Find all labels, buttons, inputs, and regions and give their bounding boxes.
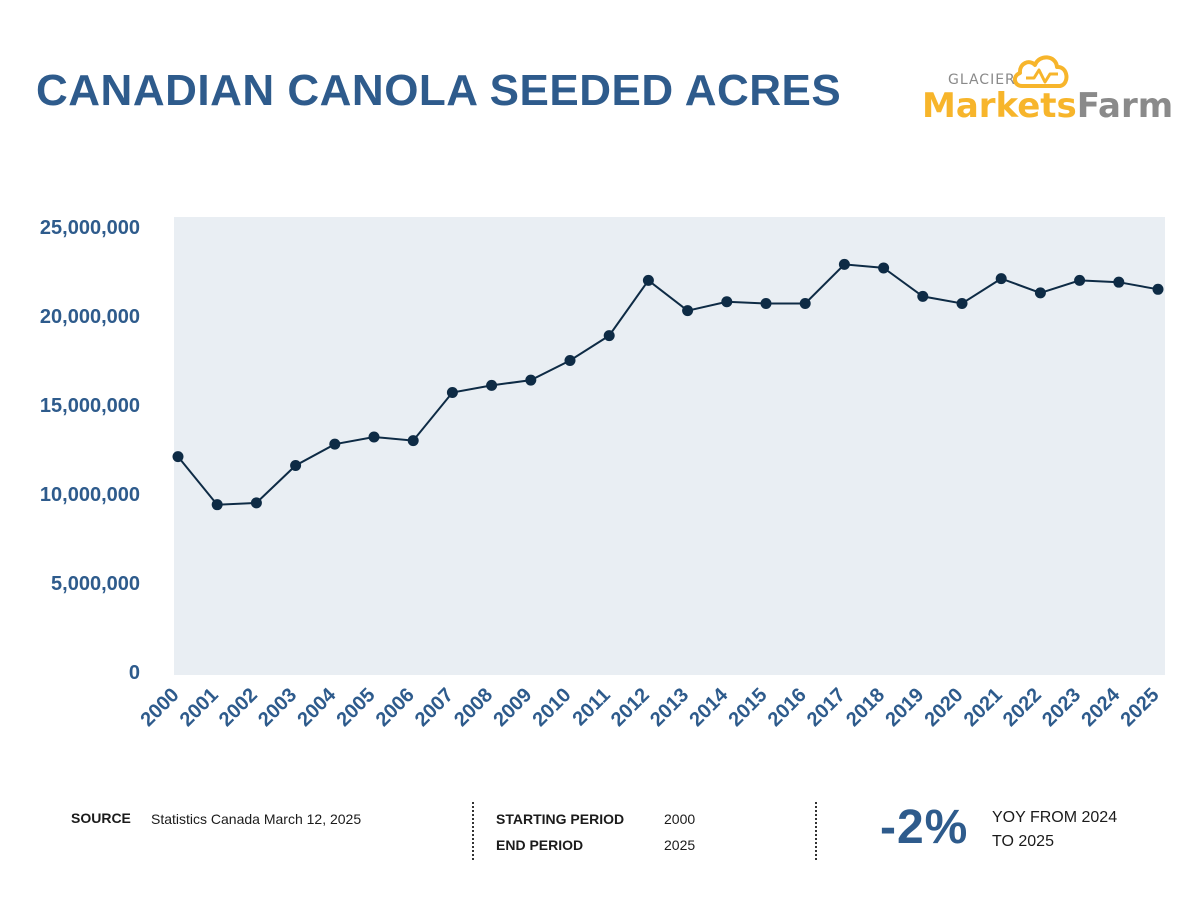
end-period-label: END PERIOD xyxy=(496,837,584,853)
data-point xyxy=(329,438,341,450)
data-point xyxy=(250,497,262,509)
y-tick-label: 15,000,000 xyxy=(40,395,140,417)
data-point xyxy=(368,431,380,443)
chart-title: CANADIAN CANOLA SEEDED ACRES xyxy=(36,66,842,115)
x-tick-label: 2017 xyxy=(803,684,850,731)
start-period-label: STARTING PERIOD xyxy=(496,811,625,827)
x-tick-label: 2001 xyxy=(176,684,223,731)
data-point xyxy=(995,273,1007,285)
data-point xyxy=(486,379,498,391)
x-tick-label: 2015 xyxy=(725,684,772,731)
x-tick-label: 2016 xyxy=(764,684,811,731)
x-tick-label: 2014 xyxy=(685,683,733,731)
logo-wordmark: MarketsFarm xyxy=(922,86,1173,126)
x-tick-label: 2008 xyxy=(450,684,497,731)
y-tick-label: 20,000,000 xyxy=(40,306,140,328)
data-point xyxy=(211,499,223,511)
data-point xyxy=(838,258,850,270)
yoy-description: YOY FROM 2024 TO 2025 xyxy=(992,809,1118,850)
y-tick-label: 5,000,000 xyxy=(51,573,140,595)
data-point xyxy=(721,296,733,308)
data-point xyxy=(1034,287,1046,299)
x-tick-label: 2019 xyxy=(881,684,928,731)
line-chart: 0 5,000,000 10,000,000 15,000,000 20,000,000… xyxy=(40,217,1165,731)
divider-2 xyxy=(815,802,817,860)
data-point xyxy=(682,305,694,317)
x-tick-label: 2022 xyxy=(999,684,1046,731)
divider-1 xyxy=(472,802,474,860)
x-tick-label: 2011 xyxy=(568,684,614,730)
logo-markets-text: Markets xyxy=(922,86,1077,126)
x-tick-label: 2012 xyxy=(607,684,654,731)
data-point xyxy=(878,262,890,274)
data-point xyxy=(525,374,537,386)
data-point xyxy=(956,298,968,310)
data-point xyxy=(1074,274,1086,286)
x-tick-label: 2009 xyxy=(489,684,536,731)
y-axis: 0 5,000,000 10,000,000 15,000,000 20,000,000… xyxy=(40,217,140,684)
x-tick-label: 2013 xyxy=(646,684,693,731)
x-tick-label: 2006 xyxy=(372,684,419,731)
series-line xyxy=(177,263,1159,506)
logo-farm-text: Farm xyxy=(1076,86,1174,126)
data-point xyxy=(917,290,929,302)
x-tick-label: 2007 xyxy=(411,684,458,731)
x-tick-label: 2005 xyxy=(333,684,380,731)
start-period-value: 2000 xyxy=(664,811,696,827)
end-period-value: 2025 xyxy=(664,837,696,853)
x-tick-label: 2004 xyxy=(293,683,341,731)
x-tick-label: 2021 xyxy=(960,684,1007,731)
logo-glacier-text: GLACIER xyxy=(948,72,1016,88)
y-tick-label: 25,000,000 xyxy=(40,217,140,239)
x-tick-label: 2000 xyxy=(137,684,184,731)
x-tick-label: 2020 xyxy=(921,684,968,731)
data-point xyxy=(407,435,419,447)
cloud-chart-icon xyxy=(1013,55,1069,88)
x-tick-label: 2023 xyxy=(1038,684,1085,731)
data-point xyxy=(642,274,654,286)
data-point xyxy=(1152,283,1164,295)
y-tick-label: 0 xyxy=(129,662,140,684)
plot-area xyxy=(174,217,1165,675)
logo: GLACIER MarketsFarm xyxy=(922,50,1173,130)
y-tick-label: 10,000,000 xyxy=(40,484,140,506)
footer: SOURCE Statistics Canada March 12, 2025 … xyxy=(0,800,1200,870)
x-tick-label: 2010 xyxy=(529,684,576,731)
x-tick-label: 2024 xyxy=(1077,683,1125,731)
data-point xyxy=(172,451,184,463)
source-label: SOURCE xyxy=(71,810,131,826)
x-axis: 2000200120022003200420052006200720082009… xyxy=(137,683,1164,731)
source-value: Statistics Canada March 12, 2025 xyxy=(151,811,362,827)
data-point xyxy=(1113,276,1125,288)
data-points xyxy=(172,258,1164,511)
data-point xyxy=(760,298,772,310)
yoy-percent: -2% xyxy=(880,801,969,854)
x-tick-label: 2018 xyxy=(842,684,889,731)
data-point xyxy=(446,387,458,399)
x-tick-label: 2025 xyxy=(1117,684,1164,731)
data-point xyxy=(564,355,576,366)
data-point xyxy=(799,298,811,310)
x-tick-label: 2003 xyxy=(254,684,301,731)
data-point xyxy=(603,330,615,342)
data-point xyxy=(290,460,302,472)
x-tick-label: 2002 xyxy=(215,684,262,731)
